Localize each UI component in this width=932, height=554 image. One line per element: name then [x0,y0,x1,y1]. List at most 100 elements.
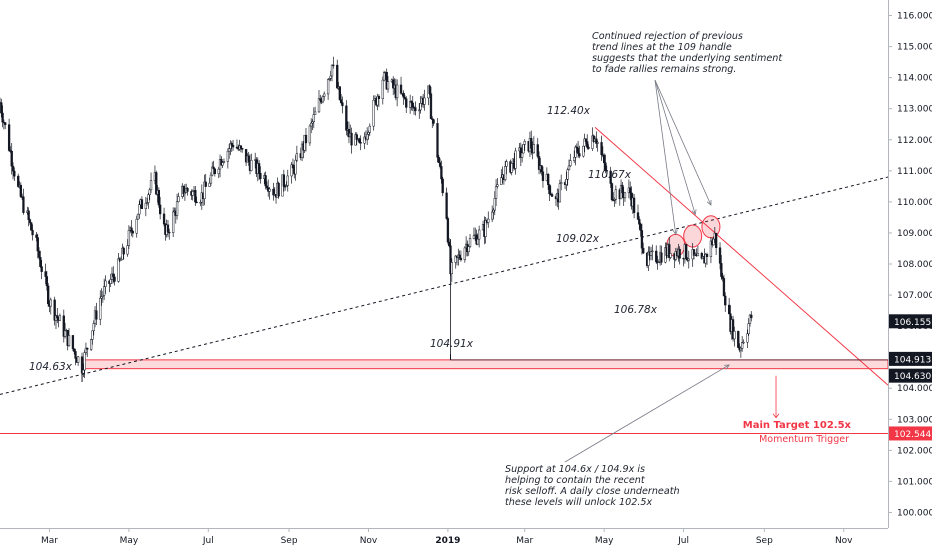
candle-body [478,229,481,240]
candle [638,216,641,230]
candle [367,130,370,140]
candle-body [419,103,422,111]
candle-body [341,102,344,107]
candle [62,309,65,343]
candle-body [312,114,315,122]
y-tick-label: 103.000 [897,415,932,425]
candle [36,233,39,259]
candle [95,302,98,326]
candle-body [183,192,187,195]
candle [402,90,405,105]
candle [718,242,722,270]
level-label-106-78: 106.78x [614,304,658,316]
candle [520,144,524,163]
candle-body [604,162,607,171]
candle-body [300,143,304,158]
candle [350,127,353,154]
candle [319,94,322,104]
candle-body [381,79,384,99]
y-axis: 116.000 115.000 114.000 113.000 112.000 111.0… [888,12,932,518]
candle [492,207,495,220]
candle [183,184,187,201]
candle [63,322,67,339]
candle-body [408,101,412,108]
candle-body [385,71,388,90]
candle-body [135,218,138,234]
candle-body [510,163,513,173]
candle-body [231,144,235,148]
candle-body [500,177,503,185]
annotation-layer: Continued rejection of previous trend li… [29,31,852,508]
candle [330,64,334,82]
candle-body [520,152,524,158]
candle-body [392,79,395,89]
x-tick-label: 2019 [435,536,460,546]
candle-body [467,246,470,252]
candle-body [285,185,288,187]
candle-body [127,230,131,246]
candle [381,76,384,105]
candle [117,252,120,283]
candle-body [519,147,522,158]
candle [586,134,589,150]
candle [366,127,369,146]
candle [747,318,750,336]
candle [705,252,709,265]
candle [45,270,49,291]
candle-body [692,249,696,256]
candle-body [367,132,370,135]
candle-body [596,142,599,144]
candle-body [126,245,129,255]
candle-body [454,255,457,263]
candle [613,197,616,207]
candle [372,95,375,131]
candle [326,78,330,100]
last-price-tag-bg [889,314,932,329]
candle [731,315,735,342]
candle-body [609,170,612,184]
candle-body [605,170,608,172]
candle [428,84,431,95]
candle [145,197,149,206]
candle-body [257,163,261,174]
candle [493,191,496,216]
candle-body [229,143,232,149]
candle-body [99,297,102,320]
candle [614,185,618,204]
candle-body [621,184,624,194]
candle-body [651,250,654,253]
price-tag-102-544-bg [889,426,932,441]
candle-body [295,153,299,161]
candle-body [241,148,244,150]
candle [636,204,640,221]
plot-area [0,0,888,528]
candle [540,164,543,176]
candle [569,153,572,168]
candle [414,101,417,116]
candle [436,118,439,163]
candle-body [354,134,357,146]
candle [604,154,607,174]
candle-body [514,150,517,169]
candle-body [722,278,726,297]
candle-body [7,124,11,151]
candle-body [112,273,115,278]
candle-body [101,294,105,297]
annotation-top-line-4: to fade rallies remains strong. [592,64,736,75]
candle [660,245,663,265]
candle [450,258,453,283]
candle [91,330,94,345]
candle-body [17,175,20,187]
candle-body [9,150,12,152]
candle [392,76,395,96]
candle-body [567,165,571,170]
candle [191,189,194,201]
candle-body [737,330,740,348]
candle [385,68,388,91]
candle [148,187,151,201]
candle-body [22,196,25,213]
candle-body [92,323,95,332]
candles-layer [0,56,753,379]
candle [376,93,379,111]
candle-body [40,266,43,272]
